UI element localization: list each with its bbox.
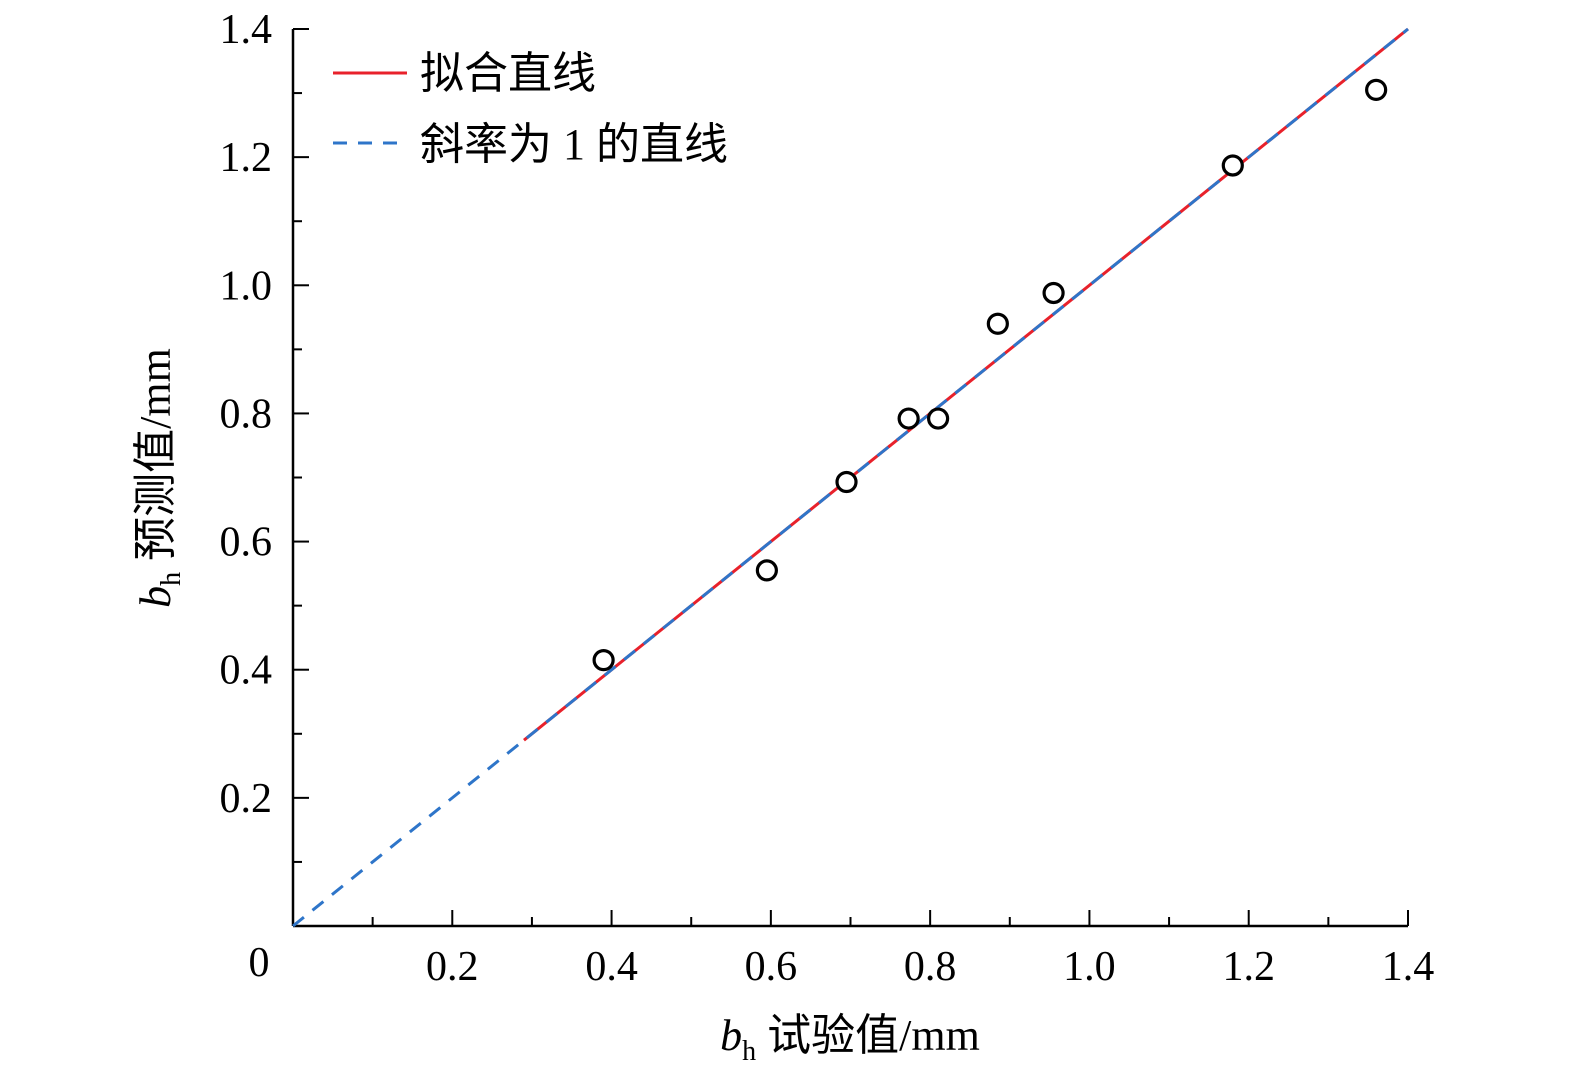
- y-axis-title: bh 预测值/mm: [131, 348, 187, 608]
- x-tick-label: 1.0: [1063, 944, 1116, 990]
- x-tick-label: 0.4: [585, 944, 638, 990]
- x-axis-title: bh 试验值/mm: [720, 1011, 980, 1067]
- data-point: [592, 649, 615, 672]
- legend-label-fit: 拟合直线: [420, 49, 596, 98]
- data-point: [897, 407, 920, 430]
- x-tick-label: 0.2: [426, 944, 479, 990]
- data-point: [1221, 154, 1244, 177]
- data-point: [986, 312, 1009, 335]
- y-tick-label: 0.8: [220, 391, 273, 437]
- legend-label-unit: 斜率为 1 的直线: [420, 120, 728, 169]
- x-tick-label: 0.6: [745, 944, 798, 990]
- y-tick-label: 0.4: [220, 648, 273, 694]
- y-tick-label: 0.6: [220, 520, 273, 566]
- x-tick-label: 0.8: [904, 944, 957, 990]
- x-tick-label: 1.2: [1222, 944, 1275, 990]
- data-point: [927, 407, 950, 430]
- data-point: [835, 470, 858, 494]
- x-tick-label: 1.4: [1382, 944, 1435, 990]
- data-point: [1365, 78, 1388, 101]
- origin-label: 0: [249, 940, 270, 986]
- data-point: [1042, 281, 1065, 305]
- data-point: [755, 559, 778, 582]
- unit-slope-line: [292, 27, 1409, 928]
- y-tick-label: 1.4: [220, 7, 273, 53]
- y-tick-label: 1.2: [220, 135, 273, 181]
- y-tick-label: 0.2: [220, 776, 273, 822]
- y-tick-label: 1.0: [220, 263, 273, 309]
